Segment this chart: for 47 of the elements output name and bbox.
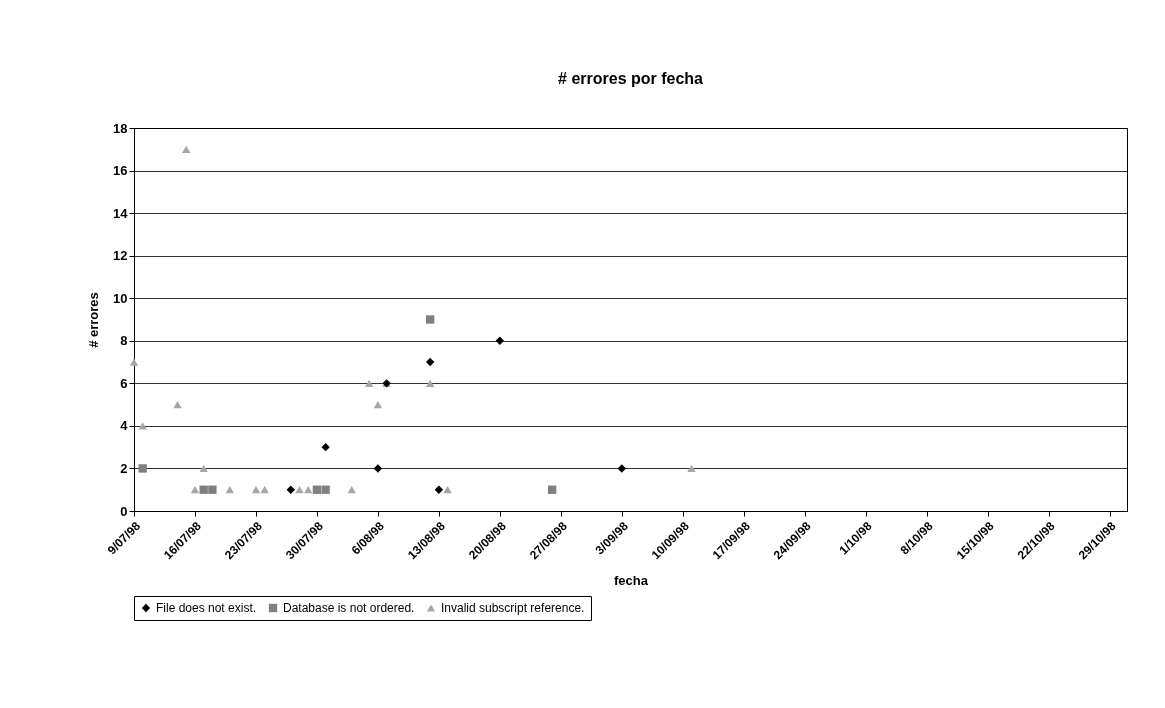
point <box>251 486 261 494</box>
y-axis-title: # errores <box>86 292 102 348</box>
point <box>347 486 356 494</box>
y-tick-label: 12 <box>113 248 128 264</box>
point <box>495 336 505 345</box>
y-tick-label: 2 <box>120 460 128 476</box>
y-tick-label: 16 <box>113 163 128 179</box>
point <box>129 358 139 366</box>
point <box>547 485 557 494</box>
y-tick-label: 14 <box>113 205 129 221</box>
point <box>199 485 208 494</box>
point <box>199 464 208 473</box>
point <box>286 485 295 494</box>
y-tick-label: 6 <box>120 375 128 391</box>
point <box>687 464 696 473</box>
y-tick-label: 18 <box>113 120 128 136</box>
point <box>312 485 322 494</box>
point <box>138 422 147 430</box>
point <box>182 145 191 153</box>
legend-label: Database is not ordered. <box>283 601 415 615</box>
point <box>434 485 444 494</box>
point <box>138 464 147 473</box>
y-tick-label: 0 <box>120 503 128 519</box>
legend-label: File does not exist. <box>156 601 257 615</box>
point <box>373 464 383 473</box>
point <box>208 485 217 494</box>
chart-title: # errores por fecha <box>558 70 704 87</box>
point <box>321 485 330 494</box>
point <box>373 400 383 409</box>
y-tick-label: 10 <box>113 290 128 306</box>
point <box>295 486 304 494</box>
point <box>425 315 435 324</box>
point <box>443 486 452 494</box>
legend-label: Invalid subscript reference. <box>441 601 585 615</box>
x-axis-title: fecha <box>614 573 649 589</box>
point <box>425 379 435 387</box>
y-tick-label: 8 <box>120 333 128 349</box>
point <box>304 486 313 494</box>
point <box>617 464 626 473</box>
point <box>190 486 200 494</box>
point <box>173 400 182 409</box>
point <box>225 486 234 494</box>
point <box>365 379 374 387</box>
point <box>260 486 269 494</box>
y-tick-label: 4 <box>120 418 129 434</box>
point <box>425 357 435 367</box>
point <box>321 442 330 452</box>
